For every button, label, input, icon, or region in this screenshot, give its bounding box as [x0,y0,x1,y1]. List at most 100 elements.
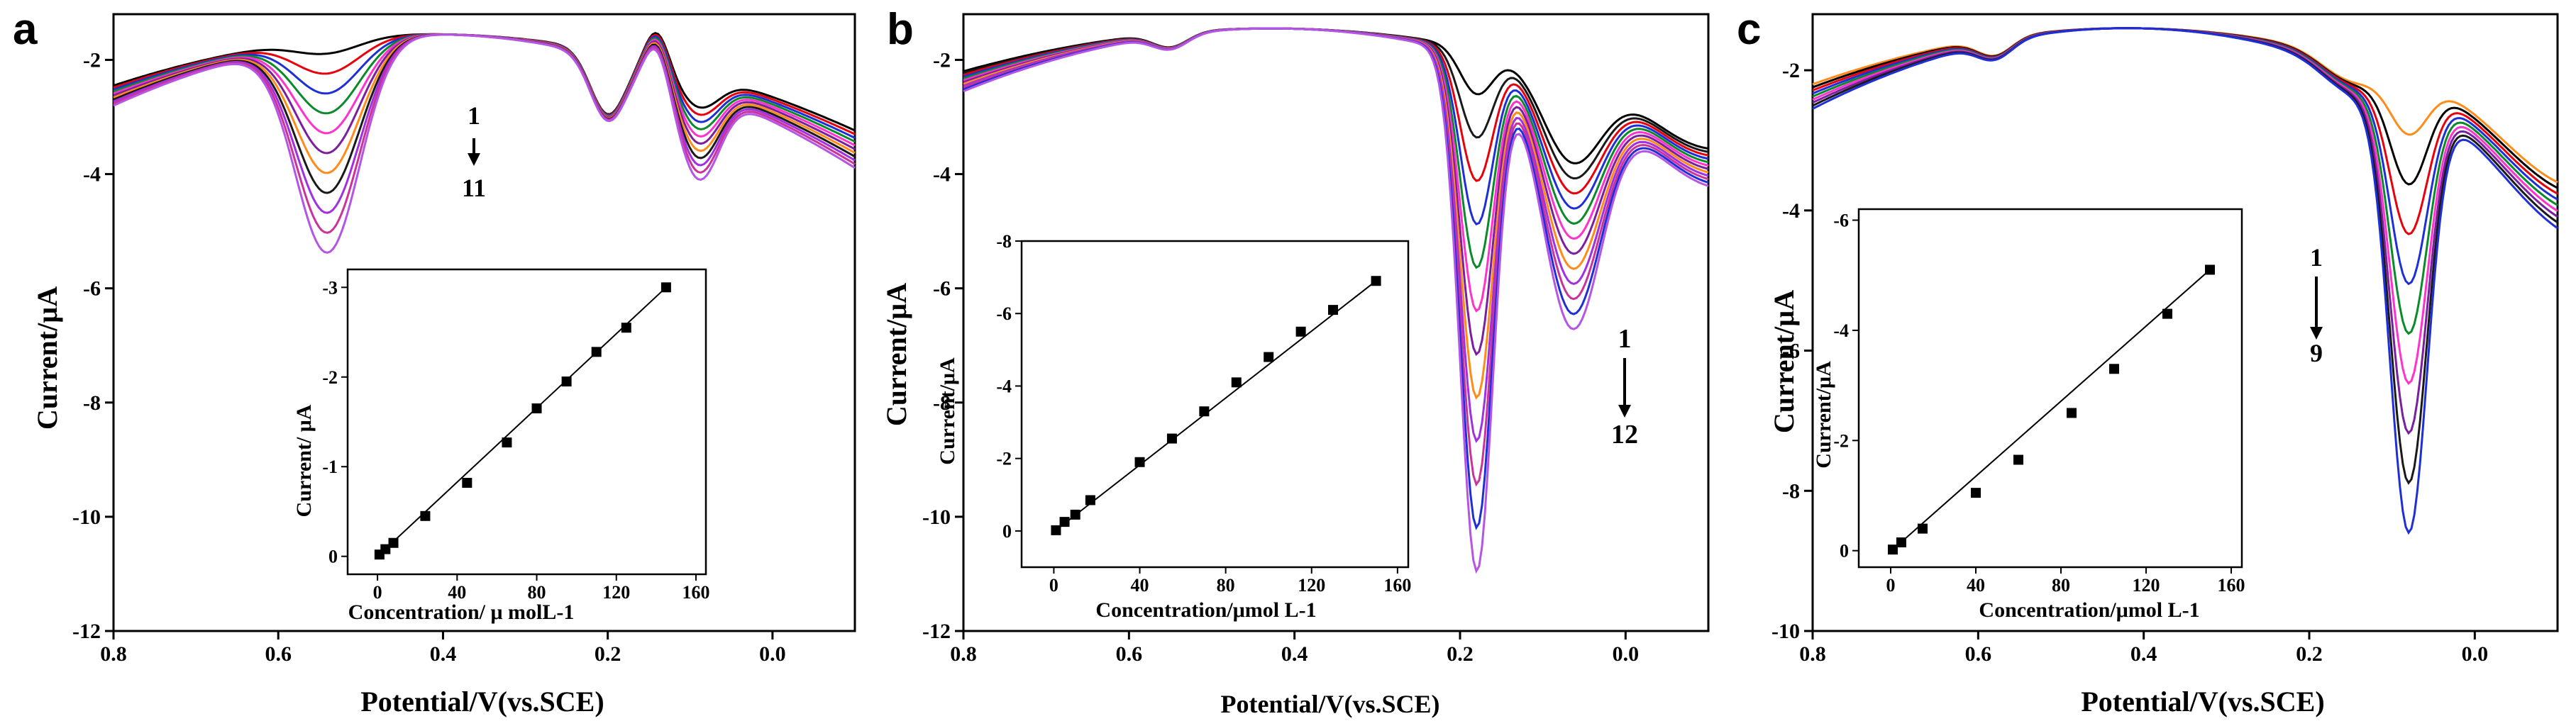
y-tick-label: -8 [1782,479,1800,503]
inset-data-point [1971,488,1981,498]
inset-data-point [1059,517,1070,527]
inset-x-label: Concentration/ μ molL-1 [348,601,575,624]
inset-y-tick-label: -6 [1833,211,1849,231]
y-tick-label: -4 [1782,199,1800,223]
series-line [963,27,1709,574]
series-line [1812,27,2558,535]
inset-data-point [1070,509,1080,520]
x-tick-label: 0.6 [1965,642,1992,666]
panel-c: c Current/µA Potential/V(vs.SCE) 1 9 Con… [1737,5,2559,717]
inset-data-point [462,478,472,488]
y-axis-label: Current/µA [31,286,63,430]
y-tick-label: -12 [922,620,951,643]
series-line [963,27,1709,269]
panel-a: a Current/µA Potential/V(vs.SCE) 1 11 Co… [13,5,856,717]
inset-x-tick-label: 0 [1886,575,1896,596]
plot-frame [1811,13,2559,632]
y-tick-label: -10 [1771,620,1800,643]
inset-data-point [561,376,572,387]
y-tick-label: -8 [83,391,101,415]
trend-arrow-head [468,153,480,166]
inset-fit-line [379,286,667,555]
inset-y-label: Current/ μA [292,404,316,517]
inset-y-tick-label: -6 [996,303,1012,324]
series-line [113,33,856,139]
x-tick-label: 0.0 [759,642,786,666]
inset-data-point [531,403,542,414]
x-tick-label: 0.0 [2462,642,2489,666]
inset-data-point [1085,495,1095,506]
inset-y-label: Current/μA [1812,361,1835,469]
inset-y-tick-label: -4 [1833,320,1849,341]
inset-data-point [1295,326,1306,337]
y-tick-label: -6 [933,277,951,301]
y-tick-label: -6 [1782,340,1800,363]
x-tick-label: 0.8 [950,642,977,666]
y-tick-label: -12 [72,620,101,643]
inset-x-tick-label: 80 [2052,575,2070,596]
inset-y-tick-label: 0 [1840,541,1849,562]
inset-y-tick-label: -2 [1833,430,1849,451]
arrow-start-label: 1 [2310,243,2323,272]
plot-frame [112,13,856,632]
inset-data-point [420,510,431,521]
inset-data-point [1918,523,1928,534]
inset-frame [346,268,707,576]
panel-b: b Current/µA Potential/V(vs.SCE) 1 12 Co… [880,5,1710,718]
inset-y-tick-label: -1 [322,457,338,477]
inset-x-tick-label: 40 [448,582,466,603]
inset-data-point [502,437,512,448]
y-tick-label: -4 [83,163,101,186]
inset-y-tick-label: -8 [996,231,1012,252]
inset-x-label: Concentration/μmol L-1 [1979,598,2199,622]
series-line [113,33,856,135]
y-tick-label: -6 [83,277,101,301]
inset-y-tick-label: 0 [1002,521,1012,542]
inset-data-point [2109,364,2119,374]
y-tick-label: -10 [72,506,101,529]
x-tick-label: 0.2 [595,642,621,666]
inset-x-tick-label: 120 [602,582,630,603]
x-tick-label: 0.6 [1116,642,1143,666]
inset-x-tick-label: 120 [2133,575,2160,596]
trend-arrow-head [2310,327,2323,340]
inset-data-point [388,537,399,548]
y-tick-label: -2 [83,48,101,72]
inset-data-point [2013,454,2023,465]
inset-data-point [1888,544,1898,555]
panel-label: b [887,5,914,54]
inset-data-point [1199,406,1210,417]
x-axis-label: Potential/V(vs.SCE) [360,686,604,717]
y-tick-label: -4 [933,163,951,186]
y-tick-label: -2 [1782,59,1800,82]
x-axis-label: Potential/V(vs.SCE) [1221,690,1440,718]
inset-x-tick-label: 160 [682,582,709,603]
x-tick-label: 0.8 [100,642,127,666]
arrow-start-label: 1 [1618,324,1632,354]
inset-data-point [1264,352,1274,362]
inset-x-tick-label: 80 [1217,575,1235,596]
arrow-end-label: 9 [2310,339,2323,367]
x-axis-label: Potential/V(vs.SCE) [2081,686,2324,717]
x-tick-label: 0.6 [265,642,292,666]
inset-frame [1020,240,1410,569]
y-tick-label: -10 [922,506,951,529]
plot-frame [962,13,1710,632]
inset-x-tick-label: 160 [2218,575,2245,596]
x-tick-label: 0.4 [1281,642,1308,666]
inset-x-tick-label: 160 [1383,575,1411,596]
inset-frame [1857,208,2243,569]
inset-fit-line [1055,280,1377,531]
inset-data-point [660,282,671,293]
x-tick-label: 0.2 [1447,642,1474,666]
inset-data-point [1231,377,1242,388]
inset-data-point [2205,264,2215,275]
inset-data-point [2067,408,2077,418]
x-tick-label: 0.0 [1613,642,1640,666]
inset-x-tick-label: 0 [1049,575,1058,596]
inset-y-tick-label: 0 [328,547,338,567]
y-axis-label: Current/µA [880,283,912,426]
x-tick-label: 0.8 [1799,642,1826,666]
y-axis-label: Current/µA [1768,290,1800,433]
